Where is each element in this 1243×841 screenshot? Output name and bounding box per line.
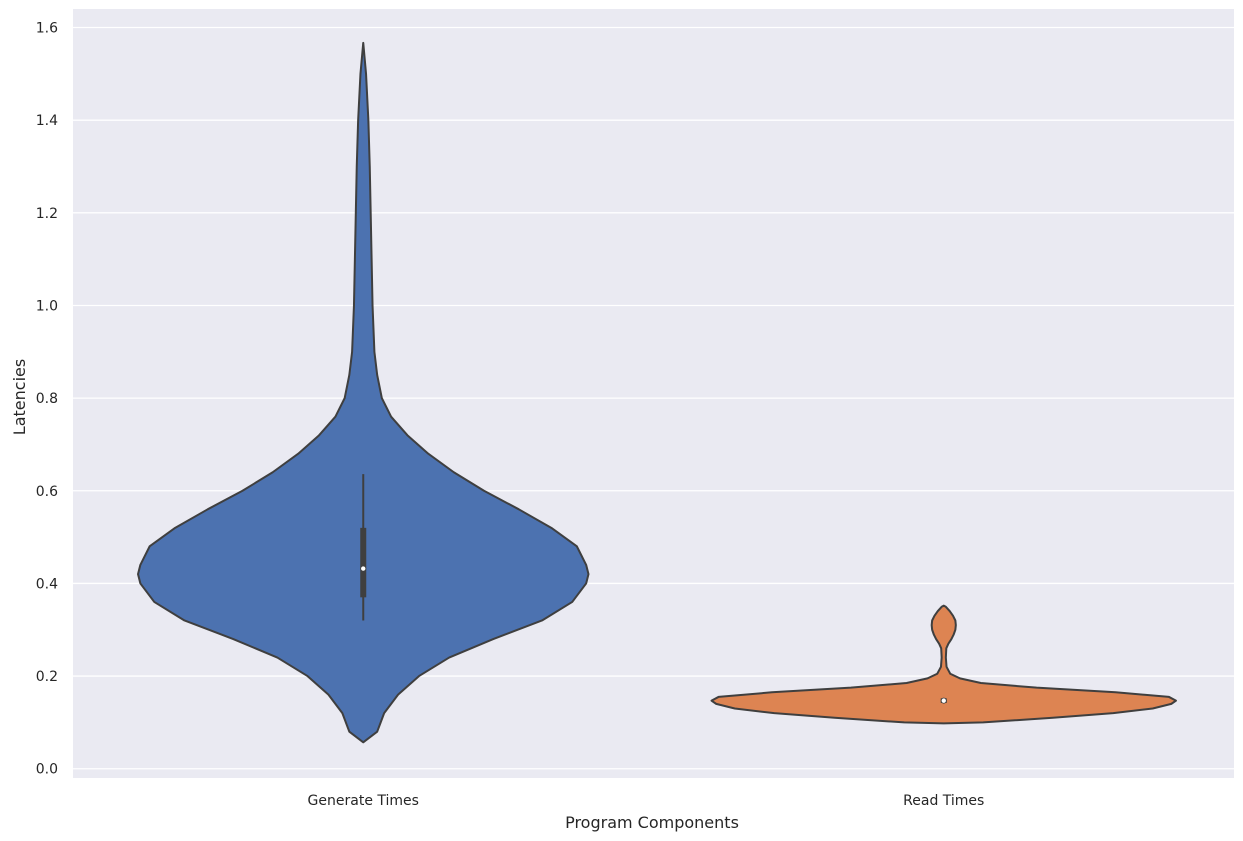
violin-read-times xyxy=(710,604,1177,725)
y-tick-label: 1.2 xyxy=(36,206,58,222)
violin-generate-times xyxy=(137,41,590,744)
y-axis-label: Latencies xyxy=(10,359,29,435)
y-tick-label: 0.8 xyxy=(36,391,58,407)
y-tick-label: 1.6 xyxy=(36,21,58,37)
x-axis-label: Program Components xyxy=(565,813,739,832)
violin-body xyxy=(137,41,590,744)
iqr-box xyxy=(360,527,367,598)
x-tick-labels: Generate Times Read Times xyxy=(308,793,985,809)
y-tick-label: 0.0 xyxy=(36,762,58,778)
y-tick-label: 1.4 xyxy=(36,113,58,129)
median-point xyxy=(940,697,947,704)
x-tick-label: Read Times xyxy=(903,793,984,809)
violin-body xyxy=(710,604,1177,725)
plot-background xyxy=(73,9,1234,778)
violins xyxy=(137,41,1177,744)
y-tick-label: 1.0 xyxy=(36,298,58,314)
y-tick-label: 0.4 xyxy=(36,576,58,592)
y-tick-label: 0.6 xyxy=(36,484,58,500)
median-point xyxy=(360,565,367,572)
x-tick-label: Generate Times xyxy=(308,793,419,809)
y-tick-labels: 0.0 0.2 0.4 0.6 0.8 1.0 1.2 1.4 1.6 xyxy=(36,21,58,778)
y-tick-label: 0.2 xyxy=(36,669,58,685)
